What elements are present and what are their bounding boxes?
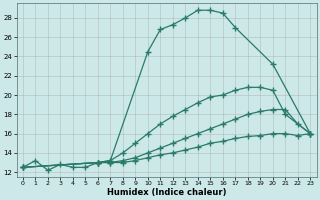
- X-axis label: Humidex (Indice chaleur): Humidex (Indice chaleur): [107, 188, 226, 197]
